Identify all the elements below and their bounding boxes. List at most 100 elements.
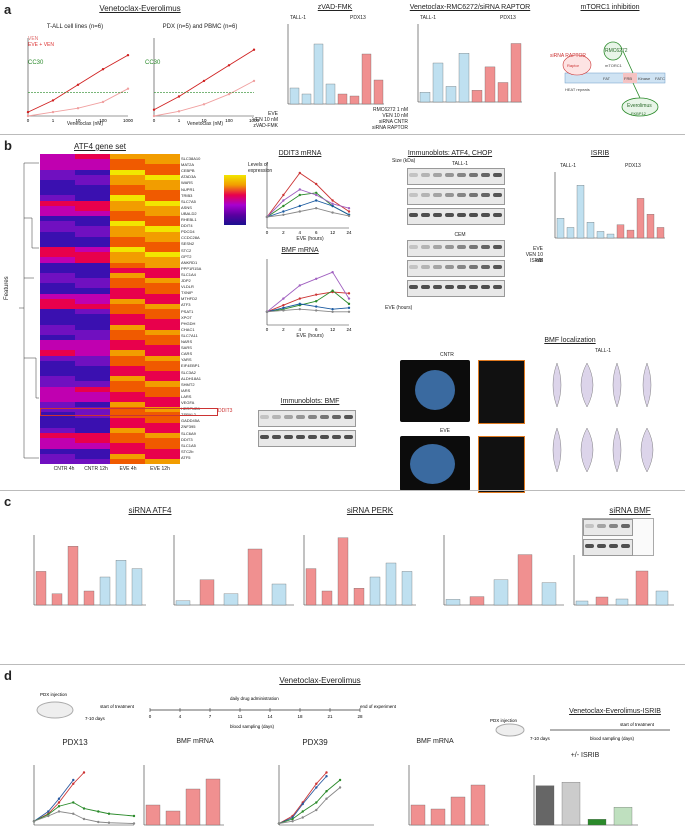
- a1-point-0-3: [101, 100, 105, 104]
- heatmap-cell: [110, 433, 145, 439]
- immuno1-band: [445, 193, 454, 197]
- a-zvad-bars: [287, 24, 384, 105]
- c-atf4-expr-bar-0: [35, 571, 47, 606]
- tl1-label-0: 0: [149, 714, 152, 719]
- heatmap-cell: [40, 179, 75, 186]
- d-isrib-title: +/- ISRIB: [570, 752, 600, 759]
- rmc-bar-4: [471, 90, 483, 103]
- heatmap-cell: [40, 448, 75, 454]
- rmc-bar-0: [419, 92, 431, 103]
- ddit3-point-2-3: [315, 199, 318, 202]
- heatmap-cell: [145, 314, 180, 320]
- gene-label: CCDC28A: [181, 235, 200, 241]
- heatmap-cell: [145, 252, 180, 258]
- gene-label: LARS: [181, 393, 192, 399]
- ddit3-xtick-4: 12: [330, 230, 336, 235]
- immuno1-strip-0: [407, 168, 505, 185]
- heatmap-cell: [145, 174, 180, 181]
- a-rmc-title: Venetoclax-RMC6272/siRNA RAPTOR: [409, 4, 531, 11]
- heatmap-cell: [40, 396, 75, 403]
- b-bmf-chart: 0 2 4 6 12 24: [266, 259, 352, 332]
- zvad-bar-3: [325, 83, 336, 105]
- heatmap-cell: [75, 309, 110, 315]
- immuno1-band: [457, 173, 466, 177]
- immuno1-band: [445, 213, 454, 217]
- heatmap-cell: [145, 417, 180, 423]
- ddit3-point-3-4: [331, 202, 334, 205]
- isrib-bar-7: [626, 229, 635, 239]
- a-rmc-tall1: TALL-1: [420, 15, 437, 21]
- tl1-label-2: 7: [209, 714, 212, 719]
- heatmap-cell: [110, 164, 145, 170]
- immuno2-band: [409, 245, 418, 249]
- mouse-icon: [36, 701, 74, 719]
- a-rmc-row-3: siRNA RAPTOR: [371, 125, 408, 131]
- ddit3-point-3-3: [315, 193, 318, 197]
- heatmap-cell: [40, 355, 75, 361]
- b-isrib-row-0: EVE: [532, 246, 543, 252]
- d-timeline1: 0 4 7 11 14 18 21 28 PDX injection start of treat…: [36, 692, 397, 729]
- bmf-series-3: [266, 271, 350, 313]
- a2-xtick-3: 100: [225, 118, 233, 123]
- a2-point-1-1: [177, 95, 181, 98]
- bmf-point-0-1: [282, 304, 285, 307]
- heatmap-cell: [110, 174, 145, 181]
- heatmap-cell: [75, 164, 110, 170]
- heatmap-cell: [40, 319, 75, 325]
- gene-label: VLDLR: [181, 284, 194, 290]
- immuno1-band: [457, 193, 466, 197]
- rmc-bar-5: [484, 66, 496, 103]
- bmf-point-1-3: [315, 300, 318, 303]
- bmf-point-2-2: [298, 302, 301, 306]
- a2-xtick-1: 1: [178, 118, 181, 123]
- heatmap-cell: [40, 407, 75, 413]
- gene-label: ANKRD1: [181, 259, 198, 265]
- heatmap-cell: [145, 226, 180, 232]
- heatmap-cell: [40, 417, 75, 423]
- c-atf4-expr-bar-3: [83, 590, 95, 606]
- isrib-bar-9: [646, 214, 655, 239]
- heatmap-cell: [40, 185, 75, 191]
- heatmap-cell: [75, 236, 110, 243]
- immuno1-band: [493, 173, 502, 177]
- rmc-bar-7: [510, 43, 522, 103]
- violin-bot-3: [640, 427, 654, 473]
- rmc-bar-6: [497, 82, 509, 103]
- bmf-series-0: [266, 291, 350, 313]
- d-bmf1-bar-0: [145, 804, 161, 826]
- b-atf4-title: ATF4 gene set: [74, 142, 126, 151]
- b-bmf-xlabel: EVE (hours): [296, 333, 324, 339]
- a1-xtick-3: 100: [99, 118, 107, 123]
- a2-point-0-1: [177, 110, 181, 113]
- d-bmf2-bar-3: [470, 784, 486, 826]
- d-pdx13-point-3-3: [72, 812, 75, 815]
- heatmap-cell: [110, 226, 145, 232]
- bmf-xtick-1: 2: [282, 327, 285, 332]
- bmf-point-3-2: [298, 284, 301, 287]
- ddit3-point-0-5: [347, 210, 351, 213]
- immuno1-band: [409, 213, 418, 217]
- heatmap-cell: [145, 319, 180, 325]
- heatmap-cell: [75, 350, 110, 356]
- c-bmf-death-bar-0: [575, 600, 589, 606]
- immuno1-band: [421, 193, 430, 197]
- bmfblot-band: [272, 415, 281, 419]
- heatmap-cell: [110, 376, 145, 382]
- bmfblot-band: [284, 415, 293, 419]
- heatmap-cell: [40, 216, 75, 222]
- heatmap-cell: [75, 324, 110, 330]
- heatmap-cell: [40, 252, 75, 258]
- heatmap-cell: [145, 169, 180, 175]
- heatmap-cell: [75, 174, 110, 181]
- heatmap-cell: [110, 324, 145, 330]
- d-pdx39-point-2-5: [338, 778, 342, 782]
- d-pdx39-series-0: [278, 772, 327, 824]
- bmf-point-4-3: [315, 309, 318, 312]
- d-pdx39-point-3-2: [301, 816, 304, 819]
- heatmap-cell: [75, 267, 110, 274]
- heatmap-cell: [145, 386, 180, 392]
- a2-xtick-2: 10: [201, 118, 207, 123]
- gene-label: DDIT4: [181, 223, 193, 229]
- immuno1-band: [433, 213, 442, 217]
- d-pdx13-point-1-2: [57, 797, 61, 800]
